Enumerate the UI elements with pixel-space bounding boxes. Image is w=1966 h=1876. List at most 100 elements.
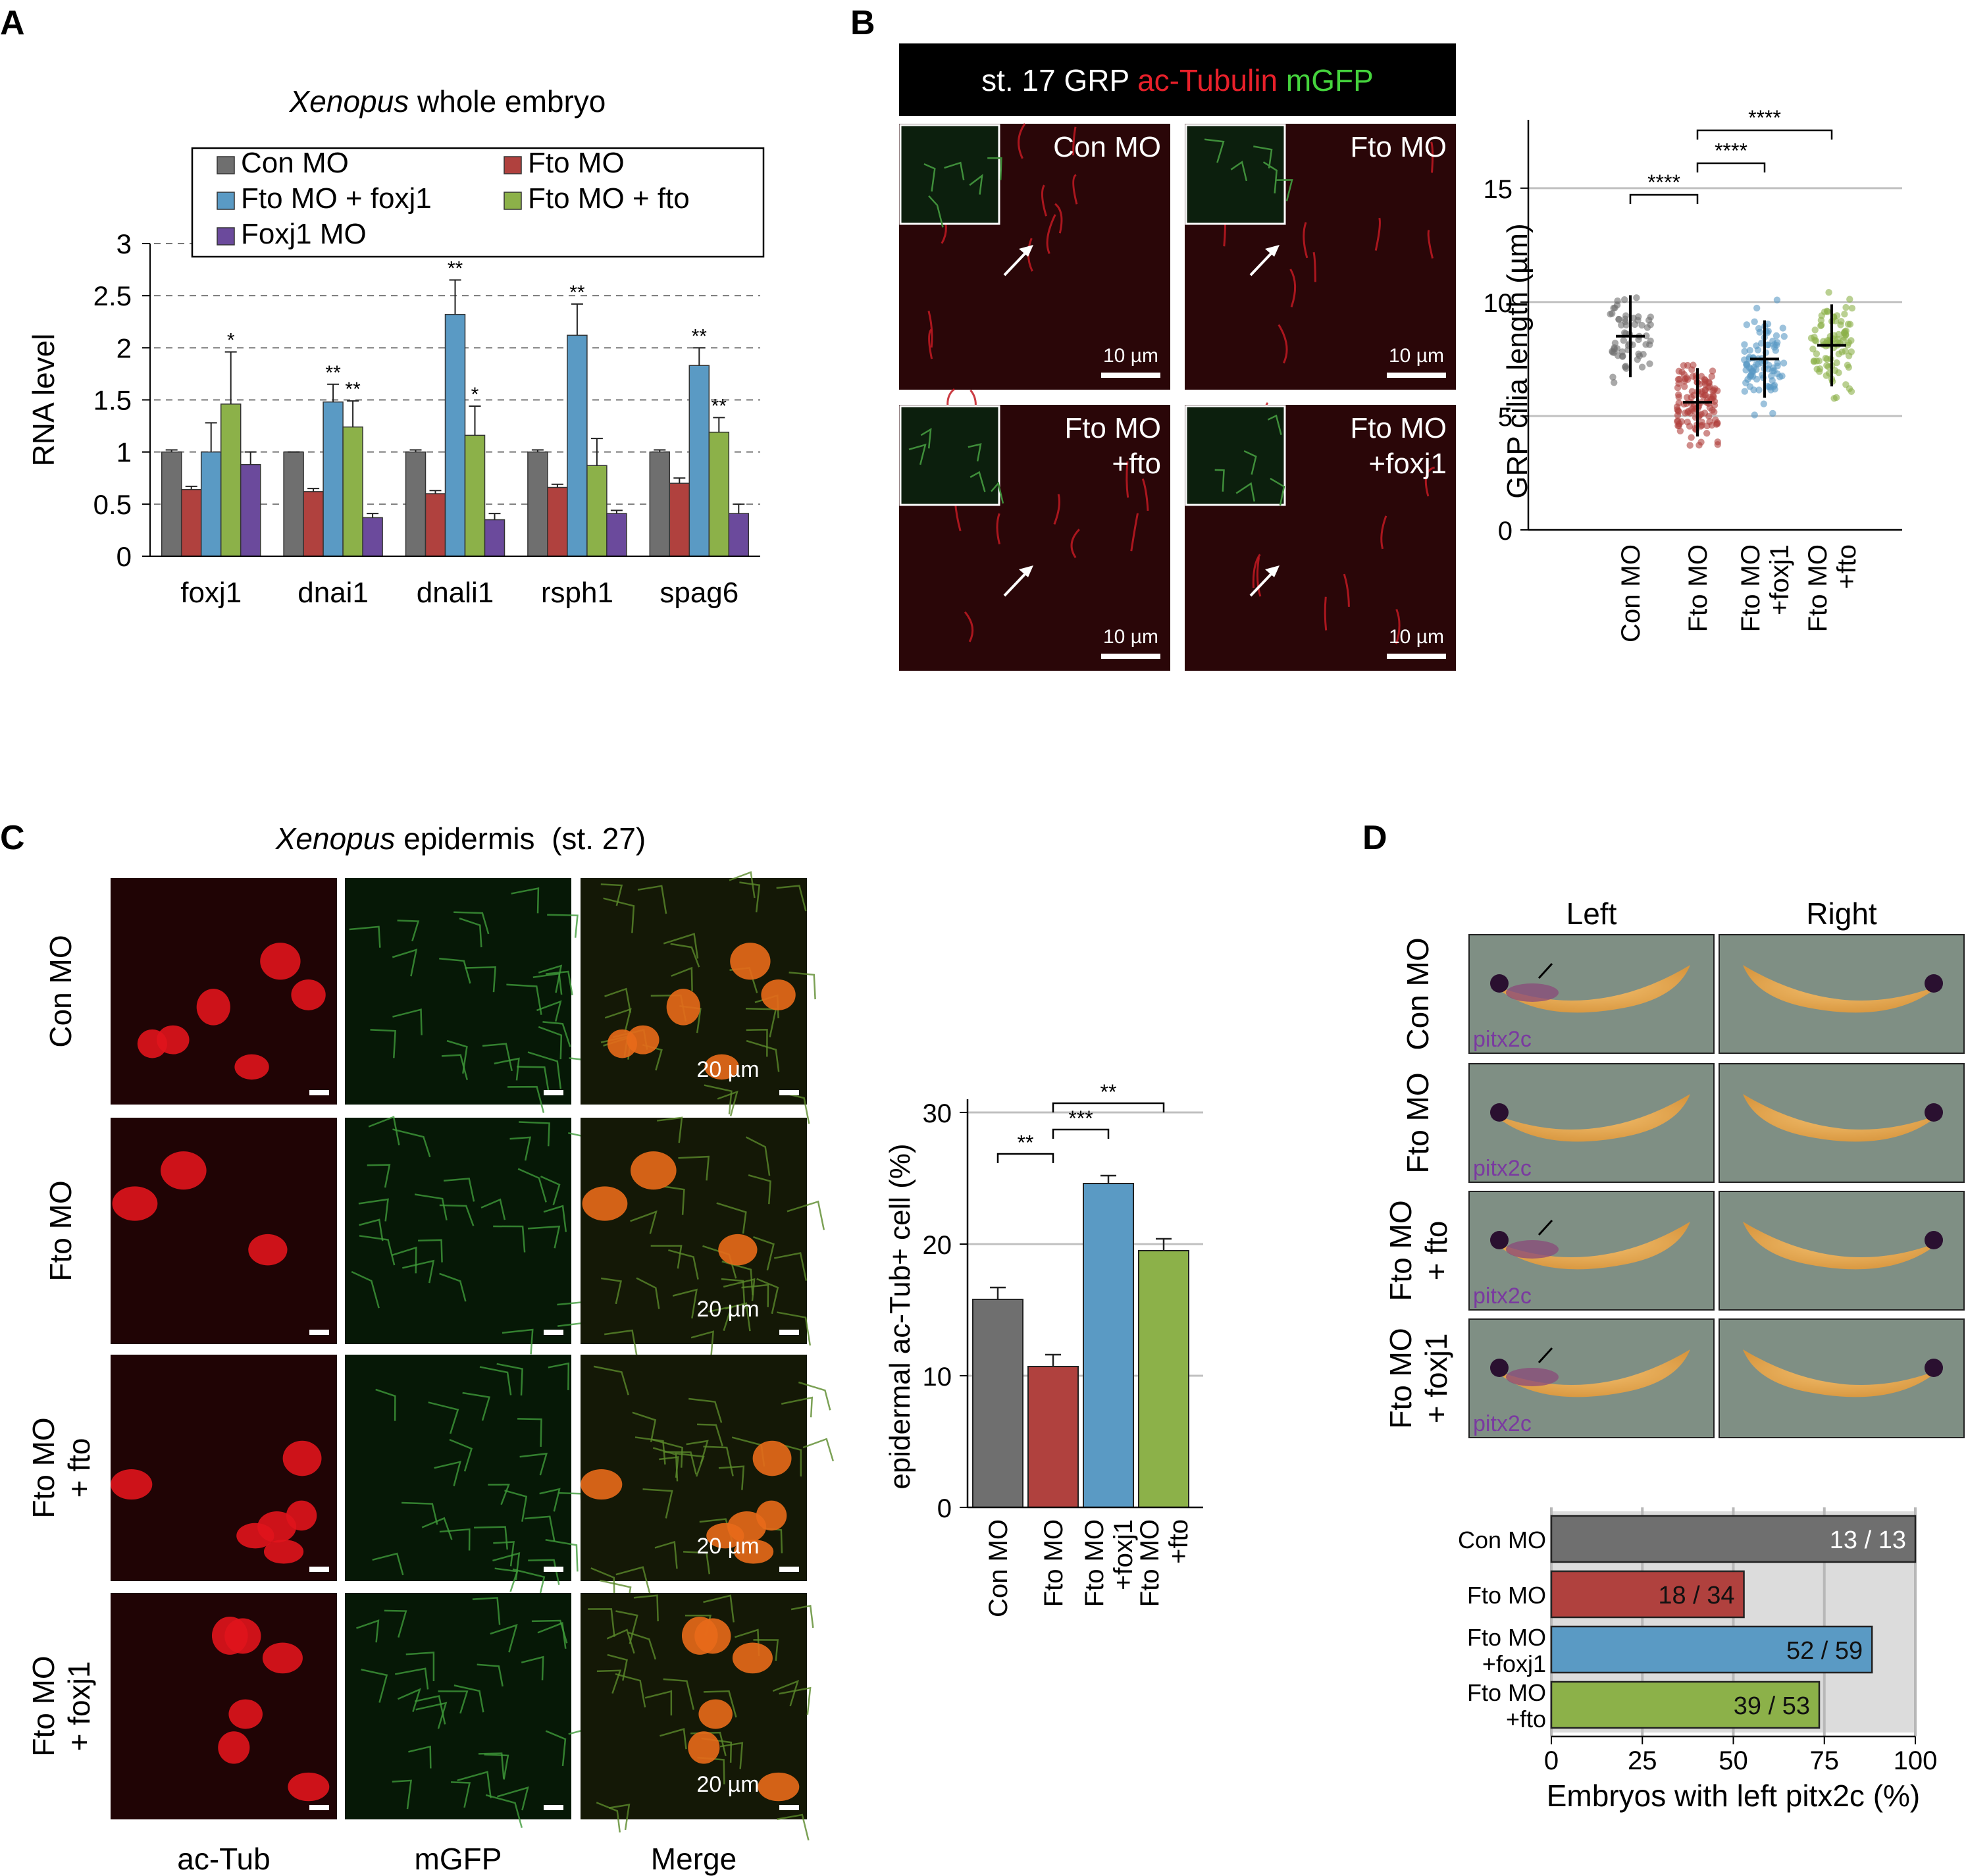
panel-b-dot — [1741, 341, 1748, 348]
panel-a-title: Xenopus whole embryo — [289, 84, 606, 118]
panel-b-image-label: Con MO — [1053, 131, 1161, 163]
panel-b-cilium — [964, 611, 974, 642]
panel-b-dot — [1764, 365, 1772, 373]
panel-d-arrow — [1538, 1219, 1553, 1236]
panel-c-membrane — [507, 1085, 545, 1113]
panel-c-category-label-line: +fto — [1164, 1519, 1193, 1564]
panel-a-ytick-label: 1 — [116, 437, 132, 468]
panel-c-scale-bar — [309, 1805, 329, 1810]
panel-c-membrane — [428, 1401, 459, 1434]
panel-a-bar — [283, 451, 304, 557]
panel-d-eye — [1925, 1359, 1943, 1377]
panel-c-membrane — [657, 1116, 683, 1143]
panel-c-membrane — [545, 1730, 567, 1767]
panel-b-dot — [1743, 360, 1751, 368]
panel-b-image-label: Fto MO — [1350, 131, 1447, 163]
panel-b-dot — [1621, 315, 1629, 323]
panel-b-dot — [1778, 372, 1786, 380]
panel-b-dot — [1631, 321, 1639, 328]
panel-c-scale-bar — [544, 1805, 563, 1810]
panel-c-membrane — [439, 958, 471, 984]
panel-c-membrane — [392, 949, 418, 977]
panel-c-ytick-label: 30 — [923, 1099, 952, 1128]
panel-a-legend-swatch — [504, 156, 522, 174]
panel-c-ciliated-cell — [111, 1469, 153, 1500]
panel-d-pitx2c-stain — [1506, 983, 1559, 1002]
panel-b-arrow-head — [1019, 565, 1033, 577]
panel-c-scale-bar — [779, 1805, 799, 1810]
panel-b-inset-membrane — [1262, 161, 1278, 194]
panel-d-row-label-line: Fto MO — [1384, 1200, 1418, 1301]
panel-b-dot — [1746, 347, 1753, 354]
panel-b-dot — [1714, 387, 1721, 394]
panel-b-inset-membrane — [923, 163, 936, 192]
panel-c-membrane — [521, 1655, 544, 1681]
panel-b-dot — [1779, 325, 1787, 332]
panel-c-membrane — [359, 1235, 396, 1266]
panel-c-membrane — [465, 966, 496, 993]
panel-d-xtick-label: 0 — [1544, 1746, 1559, 1775]
panel-c-row-label: Fto MO+ foxj1 — [26, 1655, 96, 1756]
panel-b-category-label-line: Con MO — [1617, 544, 1645, 642]
panel-a-bar — [708, 431, 730, 557]
panel-c-scale-label: 20 µm — [696, 1534, 759, 1559]
panel-c-membrane — [787, 1200, 825, 1230]
panel-d-row-label: Fto MO+ foxj1 — [1384, 1328, 1453, 1428]
panel-d-category-label-line: Fto MO — [1467, 1624, 1546, 1651]
panel-b-dot — [1848, 388, 1855, 395]
panel-b-category-label-line: Fto MO — [1736, 544, 1765, 632]
panel-c-row-label-line: Fto MO — [26, 1417, 61, 1518]
panel-c-membrane — [781, 1396, 814, 1418]
panel-b-dot — [1676, 420, 1683, 428]
panel-c-ciliated-cell — [262, 1642, 303, 1674]
panel-c-membrane — [780, 1444, 802, 1477]
panel-d-eye — [1490, 974, 1509, 993]
panel-c-membrane — [397, 1688, 421, 1712]
panel-c-membrane — [392, 1128, 431, 1158]
panel-c-bar — [1083, 1183, 1134, 1508]
panel-b-dot — [1674, 391, 1682, 398]
panel-c-category-label: Fto MO+foxj1 — [1080, 1519, 1138, 1607]
panel-c-title: Xenopus epidermis (st. 27) — [275, 821, 646, 856]
panel-c-membrane — [671, 966, 693, 991]
panel-c-membrane — [663, 1678, 695, 1710]
panel-c-membrane — [527, 1051, 562, 1089]
panel-b-dot — [1755, 325, 1763, 332]
panel-a-bar — [669, 482, 690, 557]
panel-c-membrane — [538, 1026, 563, 1060]
panel-b-category-label-line: Fto MO — [1684, 544, 1713, 632]
panel-b-images: st. 17 GRP ac-Tubulin mGFP Con MO 10 µm Ft… — [899, 43, 1456, 671]
panel-b-cilium — [1041, 184, 1047, 217]
panel-b-dot — [1749, 373, 1757, 380]
panel-c-ciliated-cell — [704, 1054, 739, 1080]
panel-a-category-label: rsph1 — [541, 577, 613, 609]
panel-c-row-label-line: + foxj1 — [62, 1661, 96, 1752]
panel-a-legend-label: Fto MO + fto — [528, 182, 690, 215]
panel-b-dot — [1750, 386, 1757, 394]
panel-c-ytick-label: 0 — [937, 1494, 952, 1523]
panel-d-stain-label: pitx2c — [1473, 1284, 1532, 1309]
panel-c-membrane — [497, 1786, 529, 1811]
panel-b-arrow-head — [1265, 565, 1280, 577]
panel-c-membrane — [776, 885, 807, 912]
panel-b-scale-label: 10 µm — [1103, 345, 1158, 367]
panel-b-dot — [1684, 418, 1691, 426]
panel-a-legend-label: Fto MO — [528, 147, 625, 179]
panel-b-image-label-line: Fto MO — [1350, 412, 1447, 444]
panel-a-legend-box — [191, 147, 765, 258]
panel-a-legend-label: Foxj1 MO — [241, 218, 367, 250]
panel-d-category-label: Fto MO +foxj1 — [1467, 1624, 1546, 1677]
panel-c-membrane — [756, 1278, 779, 1315]
panel-b-dot — [1680, 362, 1688, 369]
panel-a-legend-swatch — [217, 227, 235, 246]
panel-c-membrane — [511, 887, 540, 914]
panel-c-membrane — [789, 972, 816, 1000]
panel-c-scale-bar — [544, 1090, 563, 1095]
panel-b-cilium — [1303, 222, 1308, 259]
panel-d-col-label: Right — [1806, 897, 1877, 931]
panel-c-title-rest: epidermis (st. 27) — [395, 821, 646, 856]
panel-c-membrane — [753, 1236, 775, 1270]
panel-b-dot — [1640, 350, 1647, 358]
panel-b-image-label: Fto MO +fto — [1064, 412, 1161, 480]
